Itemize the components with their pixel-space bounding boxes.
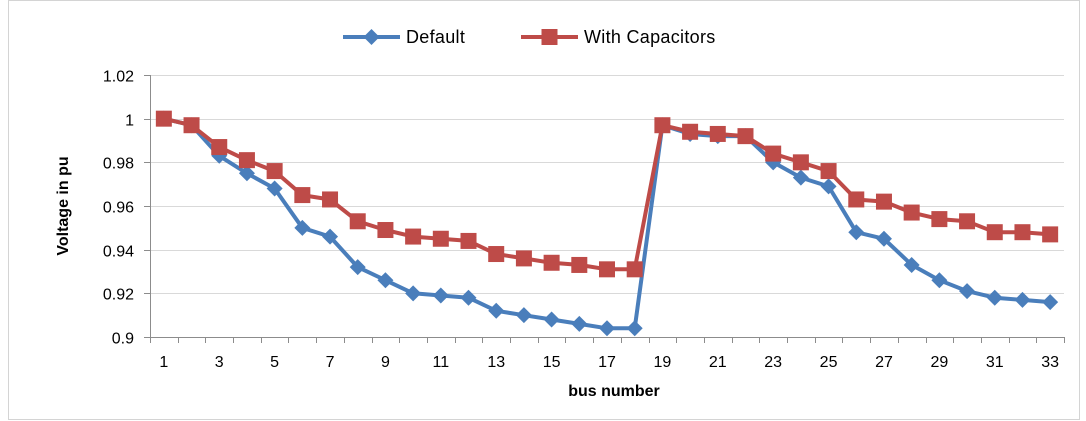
default-point <box>959 283 976 300</box>
capacitors-point <box>654 117 671 134</box>
x-tick-label: 33 <box>1041 354 1059 371</box>
x-tick-label: 13 <box>487 354 505 371</box>
capacitors-point <box>820 163 837 180</box>
default-point <box>986 289 1003 306</box>
capacitors-point <box>903 204 920 221</box>
default-point <box>571 315 588 332</box>
capacitors-point <box>792 154 809 171</box>
y-tick-label: 0.94 <box>103 244 134 261</box>
default-point <box>488 302 505 319</box>
default-point <box>294 219 311 236</box>
default-point <box>626 320 643 337</box>
capacitors-point <box>543 254 560 271</box>
x-tick-label: 23 <box>764 354 782 371</box>
capacitors-point <box>183 117 200 134</box>
capacitors-point <box>155 110 172 127</box>
x-tick-label: 3 <box>215 354 224 371</box>
default-point <box>515 307 532 324</box>
capacitors-point <box>709 125 726 142</box>
default-point <box>599 320 615 337</box>
capacitors-point <box>211 139 228 156</box>
x-tick-label: 9 <box>381 354 390 371</box>
capacitors-point <box>294 187 311 204</box>
capacitors-point <box>460 232 477 249</box>
default-point <box>266 180 283 197</box>
default-point <box>405 285 422 302</box>
default-point <box>875 230 892 247</box>
y-tick-label: 0.96 <box>103 200 134 217</box>
default-point <box>820 178 837 195</box>
default-point <box>1014 291 1031 308</box>
capacitors-point <box>765 145 782 162</box>
x-tick-label: 5 <box>270 354 279 371</box>
legend: Default With Capacitors <box>343 27 716 47</box>
default-point <box>432 287 449 304</box>
default-point <box>903 256 920 273</box>
default-point <box>349 259 366 276</box>
default-point <box>377 272 394 289</box>
capacitors-point <box>626 261 643 278</box>
capacitors-point <box>488 246 505 263</box>
capacitors-point <box>432 230 449 247</box>
y-tick-label: 1 <box>125 113 134 130</box>
capacitors-point <box>875 193 892 210</box>
capacitors-point <box>682 123 699 140</box>
capacitors-point <box>931 211 948 228</box>
x-tick-label: 17 <box>598 354 616 371</box>
x-tick-label: 31 <box>986 354 1004 371</box>
default-point <box>1042 294 1059 311</box>
x-tick-label: 25 <box>820 354 838 371</box>
capacitors-point <box>1042 226 1059 243</box>
x-tick-label: 19 <box>653 354 671 371</box>
capacitors-point <box>599 261 615 278</box>
capacitors-point <box>986 224 1003 241</box>
capacitors-point <box>1014 224 1031 241</box>
default-point <box>931 272 948 289</box>
default-point <box>848 224 865 241</box>
x-tick-label: 15 <box>543 354 561 371</box>
capacitors-point <box>405 228 422 245</box>
y-tick-label: 0.98 <box>103 156 134 173</box>
x-tick-label: 1 <box>159 354 168 371</box>
default-point <box>460 289 477 306</box>
capacitors-point <box>737 128 754 145</box>
default-point <box>543 311 560 328</box>
capacitors-point <box>377 222 394 239</box>
default-point <box>322 228 339 245</box>
legend-label-1: Default <box>406 27 465 47</box>
capacitors-point <box>266 163 283 180</box>
capacitors-point <box>959 213 976 230</box>
x-tick-label: 11 <box>433 354 450 371</box>
y-axis-title: Voltage in pu <box>55 156 72 255</box>
axes <box>144 75 1065 343</box>
capacitors-point <box>238 152 255 169</box>
default-point <box>238 165 255 182</box>
legend-label-2: With Capacitors <box>584 27 716 47</box>
y-tick-label: 1.02 <box>103 69 134 86</box>
capacitors-point <box>349 213 366 230</box>
capacitors-point <box>322 191 339 208</box>
x-tick-label: 29 <box>930 354 948 371</box>
y-tick-label: 0.92 <box>103 287 134 304</box>
default-point <box>792 169 809 186</box>
x-tick-label: 7 <box>326 354 335 371</box>
x-tick-label: 27 <box>875 354 893 371</box>
grid <box>150 75 1064 294</box>
capacitors-point <box>848 191 865 208</box>
x-axis-title: bus number <box>568 383 660 400</box>
capacitors-point <box>515 250 532 267</box>
x-tick-label: 21 <box>709 354 727 371</box>
y-tick-label: 0.9 <box>112 331 134 348</box>
legend-marker-default <box>363 29 380 45</box>
capacitors-point <box>571 256 588 273</box>
legend-marker-capacitors <box>541 29 558 45</box>
plot-area <box>155 110 1059 337</box>
